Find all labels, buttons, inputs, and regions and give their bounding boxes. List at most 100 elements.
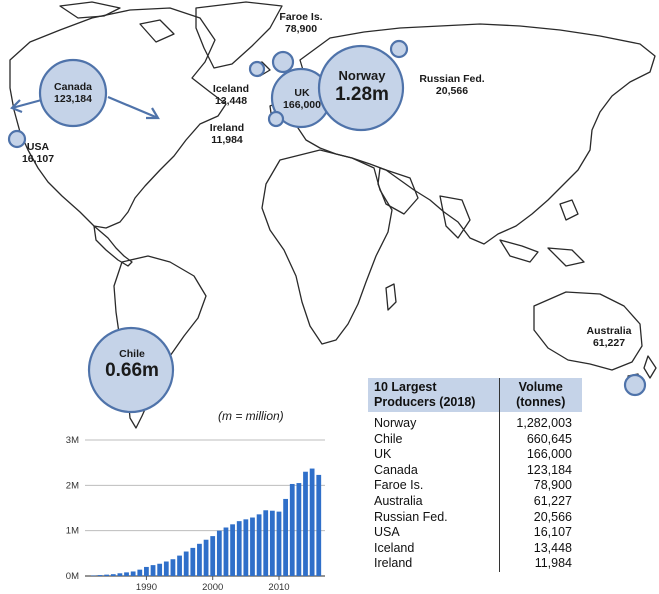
bubbles: [7, 39, 647, 414]
y-tick-label: 2M: [66, 480, 79, 491]
row-country: Ireland: [374, 556, 413, 571]
row-volume: 61,227: [498, 493, 582, 510]
header-volume-line1: Volume: [518, 380, 563, 394]
chart-bar: [190, 547, 196, 576]
label-faroe: Faroe Is. 78,900: [279, 11, 322, 35]
table-row: Ireland 11,984: [368, 556, 582, 572]
chart-bar: [289, 483, 295, 576]
chart-bar: [163, 561, 169, 576]
million-note: (m = million): [218, 409, 284, 423]
bubble-russia: [389, 39, 409, 59]
chart-bar: [316, 474, 322, 576]
row-country: Russian Fed.: [374, 509, 448, 524]
chart-bar: [110, 574, 116, 576]
header-producers: 10 Largest Producers (2018): [368, 378, 500, 412]
bubble-australia: [623, 373, 647, 397]
table-row: Australia 61,227: [368, 493, 582, 510]
label-usa-value: 16,107: [21, 153, 55, 166]
label-canada-name: Canada: [54, 81, 92, 93]
production-bar-chart: 0M 1M 2M 3M 1990 2000 2010: [66, 435, 325, 593]
label-russia: Russian Fed. 20,566: [419, 73, 484, 97]
x-tick-label: 2000: [202, 582, 223, 593]
chart-bar: [269, 510, 275, 576]
table-body: Norway 1,282,003 Chile 660,645 UK 166,000 Cana…: [368, 412, 582, 572]
label-faroe-name: Faroe Is.: [279, 11, 323, 23]
row-volume: 13,448: [498, 540, 582, 557]
label-iceland: Iceland 13,448: [213, 83, 249, 107]
x-tick-label: 1990: [136, 582, 157, 593]
label-iceland-name: Iceland: [212, 83, 250, 95]
bubble-chile: [87, 326, 175, 414]
label-australia-value: 61,227: [592, 337, 626, 350]
chart-bar: [197, 543, 202, 576]
row-volume: 1,282,003: [498, 412, 582, 432]
chart-bar: [263, 510, 269, 576]
label-usa-name: USA: [26, 141, 50, 153]
label-chile: Chile 0.66m: [105, 348, 159, 382]
row-country: Faroe Is.: [374, 478, 424, 493]
chart-bar: [276, 511, 282, 576]
bubble-faroe: [271, 50, 295, 74]
y-tick-label: 0M: [66, 571, 79, 582]
table-row: Chile 660,645: [368, 431, 582, 448]
header-volume-line2: (tonnes): [516, 395, 566, 409]
x-tick-label: 2010: [268, 582, 289, 593]
row-country: Iceland: [374, 540, 415, 555]
header-producers-line2: Producers (2018): [374, 395, 476, 409]
label-chile-name: Chile: [119, 348, 145, 360]
label-ireland: Ireland 11,984: [210, 122, 244, 146]
label-usa: USA 16,107: [22, 141, 54, 165]
chart-bar: [243, 519, 249, 576]
bubble-ireland: [267, 110, 285, 128]
table-row: Iceland 13,448: [368, 540, 582, 557]
table-row: Canada 123,184: [368, 462, 582, 479]
chart-bar: [117, 573, 123, 576]
row-country: Australia: [374, 493, 423, 508]
label-ireland-value: 11,984: [211, 134, 243, 147]
chart-bar: [150, 565, 156, 576]
label-chile-value: 0.66m: [105, 360, 159, 382]
row-volume: 16,107: [498, 525, 582, 541]
chart-bar: [137, 569, 143, 576]
chart-bar: [177, 555, 182, 576]
chart-bar: [104, 574, 110, 576]
chart-bar: [236, 521, 242, 576]
producers-table: 10 Largest Producers (2018) Volume (tonn…: [368, 378, 582, 572]
chart-bar: [250, 517, 255, 576]
chart-bar: [130, 571, 136, 576]
label-norway: Norway 1.28m: [335, 68, 389, 106]
chart-bar: [124, 572, 129, 576]
chart-bar: [283, 498, 289, 576]
row-volume: 20,566: [498, 509, 582, 526]
row-country: UK: [374, 447, 392, 462]
chart-bars: [91, 468, 322, 576]
row-volume: 11,984: [498, 556, 582, 572]
y-tick-label: 1M: [66, 526, 79, 537]
chart-bar: [296, 483, 302, 576]
label-canada: Canada 123,184: [54, 81, 92, 105]
row-country: Chile: [374, 431, 403, 446]
header-volume: Volume (tonnes): [498, 378, 582, 412]
chart-y-ticks: 0M 1M 2M 3M: [66, 435, 79, 582]
row-country: Norway: [374, 416, 417, 430]
label-uk-name: UK: [294, 87, 310, 99]
chart-bar: [223, 527, 229, 576]
bubble-iceland: [248, 60, 266, 78]
row-volume: 78,900: [498, 478, 582, 494]
label-australia: Australia 61,227: [587, 325, 632, 349]
row-volume: 660,645: [498, 431, 582, 448]
chart-bar: [309, 468, 315, 576]
chart-bar: [203, 539, 209, 576]
bubble-norway: [317, 44, 405, 132]
chart-bar: [230, 524, 235, 576]
table-row: Russian Fed. 20,566: [368, 509, 582, 526]
label-russia-name: Russian Fed.: [419, 73, 485, 85]
label-russia-value: 20,566: [435, 85, 469, 98]
chart-bar: [170, 559, 176, 576]
table-row: Faroe Is. 78,900: [368, 478, 582, 494]
label-norway-name: Norway: [338, 68, 386, 83]
label-uk-value: 166,000: [283, 99, 321, 112]
table-row: USA 16,107: [368, 525, 582, 541]
